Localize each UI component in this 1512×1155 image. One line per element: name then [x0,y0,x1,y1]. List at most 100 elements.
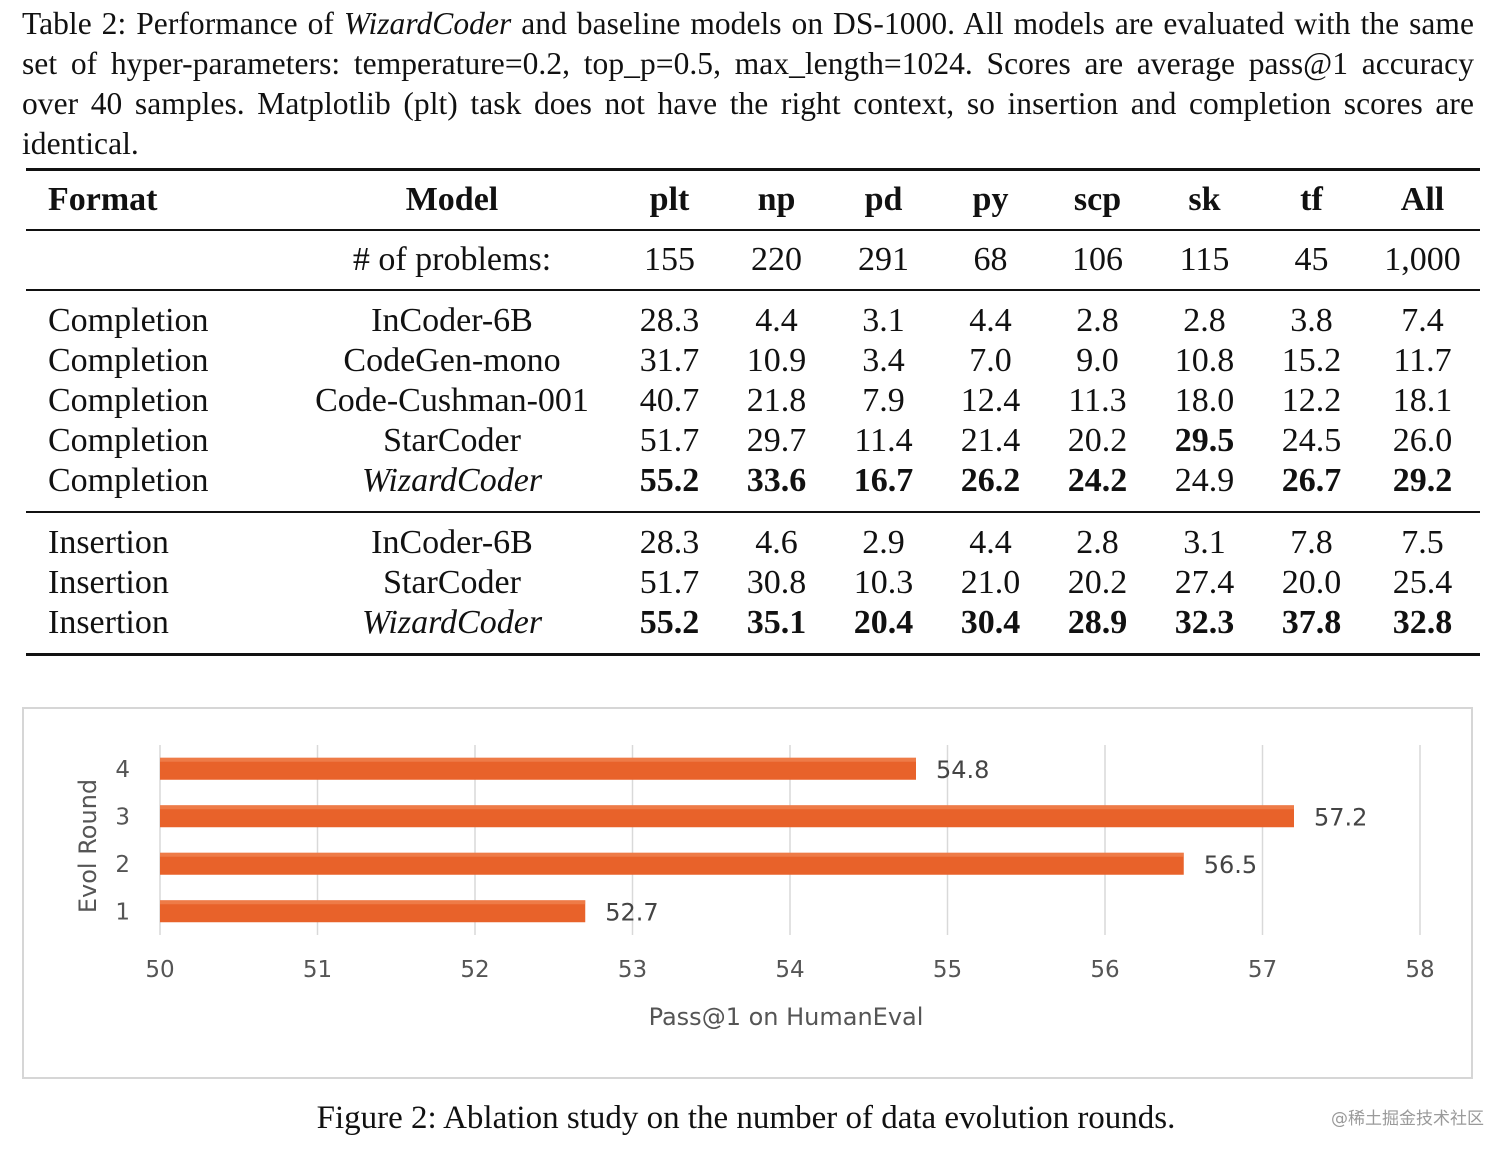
x-tick-label: 51 [303,957,332,983]
model-cell: InCoder-6B [288,289,616,341]
table-row: Insertion WizardCoder 55.2 35.1 20.4 30.4 28.9… [26,603,1480,656]
model-cell: WizardCoder [361,462,543,499]
score-cell: 4.4 [723,289,830,341]
model-cell: StarCoder [383,564,521,601]
score-cell: 29.5 [1174,422,1235,459]
score-cell: 3.8 [1258,289,1365,341]
y-tick-label: 1 [115,899,130,925]
score-cell: 24.9 [1174,462,1235,499]
header-np: np [723,168,830,231]
score-cell: 20.2 [1067,422,1128,459]
score-cell: 7.8 [1258,511,1365,563]
x-tick-label: 54 [775,957,804,983]
score-cell: 20.4 [830,603,937,656]
score-cell: 2.8 [1044,289,1151,341]
figure-caption: Figure 2: Ablation study on the number o… [316,1100,1176,1136]
score-cell: 15.2 [1281,342,1342,379]
score-cell: 51.7 [639,564,700,601]
score-cell: 2.9 [830,511,937,563]
header-format: Format [26,168,288,231]
x-tick-label: 55 [933,957,962,983]
caption-body: and baseline models on DS-1000. All mode… [22,6,1474,161]
format-cell: Insertion [48,564,169,601]
bar-highlight [160,900,586,905]
score-cell: 29.2 [1392,462,1453,499]
table-row: Insertion InCoder-6B 28.3 4.6 2.9 4.4 2.8 3.1 7.… [26,511,1480,563]
format-cell: Completion [26,289,288,341]
score-cell: 28.9 [1044,603,1151,656]
score-cell: 11.3 [1068,382,1127,419]
header-scp: scp [1044,168,1151,231]
score-cell: 4.4 [937,289,1044,341]
score-cell: 16.7 [853,462,914,499]
score-cell: 32.3 [1151,603,1258,656]
x-tick-label: 57 [1248,957,1277,983]
score-cell: 18.1 [1392,382,1453,419]
table-row: Completion InCoder-6B 28.3 4.4 3.1 4.4 2.8 2.8 3… [26,289,1480,341]
format-cell: Completion [48,422,209,459]
problems-count: 220 [751,241,802,278]
ablation-chart-svg: 50 51 52 53 54 55 56 57 58 1 52.7 2 56.5 3 57.2 4 54.8 Pa… [74,745,1435,1031]
score-cell: 7.0 [969,342,1012,379]
model-cell: InCoder-6B [288,511,616,563]
score-cell: 25.4 [1392,564,1453,601]
table-row: Completion WizardCoder 55.2 33.6 16.7 26.2 24.… [26,461,1480,512]
table-row: Insertion StarCoder 51.7 30.8 10.3 21.0 20.2 27… [26,563,1480,603]
score-cell: 7.4 [1365,289,1480,341]
score-cell: 28.3 [616,289,723,341]
score-cell: 10.3 [853,564,914,601]
bar-highlight [160,805,1294,810]
x-axis-title: Pass@1 on HumanEval [649,1003,924,1031]
score-cell: 20.0 [1281,564,1342,601]
score-cell: 7.5 [1365,511,1480,563]
problems-count: 68 [973,241,1008,278]
format-cell: Completion [48,382,209,419]
bar-highlight [160,757,916,762]
problems-label: # of problems: [352,241,552,278]
results-table-grid: Format Model plt np pd py scp sk tf All … [26,168,1480,656]
watermark: @稀土掘金技术社区 [1331,1109,1484,1129]
data-label: 52.7 [605,898,658,926]
format-cell: Insertion [26,511,288,563]
table-row: Completion Code-Cushman-001 40.7 21.8 7.9 12.… [26,381,1480,421]
problems-row: # of problems: 155 220 291 68 106 115 45… [26,230,1480,290]
score-cell: 26.2 [960,462,1021,499]
model-cell: Code-Cushman-001 [315,382,589,419]
bar [160,757,916,780]
bar [160,805,1294,828]
score-cell: 11.4 [854,422,913,459]
data-label: 54.8 [936,756,989,784]
y-tick-label: 2 [115,852,130,878]
score-cell: 28.3 [616,511,723,563]
score-cell: 2.8 [1044,511,1151,563]
score-cell: 3.1 [830,289,937,341]
data-label: 56.5 [1204,851,1257,879]
data-label: 57.2 [1314,803,1367,831]
problems-format-cell [26,230,288,290]
table-caption: Table 2: Performance of WizardCoder and … [22,4,1474,164]
score-cell: 10.8 [1174,342,1235,379]
score-cell: 3.1 [1151,511,1258,563]
score-cell: 21.4 [960,422,1021,459]
caption-label: Table 2: [22,6,127,41]
problems-count: 106 [1072,241,1123,278]
score-cell: 7.9 [862,382,905,419]
results-table: Format Model plt np pd py scp sk tf All … [26,168,1480,656]
ablation-chart: 50 51 52 53 54 55 56 57 58 1 52.7 2 56.5 3 57.2 4 54.8 Pa… [22,707,1473,1079]
score-cell: 37.8 [1258,603,1365,656]
x-tick-label: 56 [1090,957,1119,983]
score-cell: 31.7 [639,342,700,379]
table-row: Completion StarCoder 51.7 29.7 11.4 21.4 20.2 2… [26,421,1480,461]
model-cell: CodeGen-mono [343,342,561,379]
score-cell: 21.8 [746,382,807,419]
header-model: Model [288,168,616,231]
score-cell: 32.8 [1365,603,1480,656]
x-tick-label: 50 [145,957,174,983]
score-cell: 2.8 [1151,289,1258,341]
score-cell: 26.7 [1281,462,1342,499]
score-cell: 20.2 [1067,564,1128,601]
score-cell: 10.9 [746,342,807,379]
format-cell: Completion [48,342,209,379]
score-cell: 33.6 [746,462,807,499]
header-all: All [1365,168,1480,231]
